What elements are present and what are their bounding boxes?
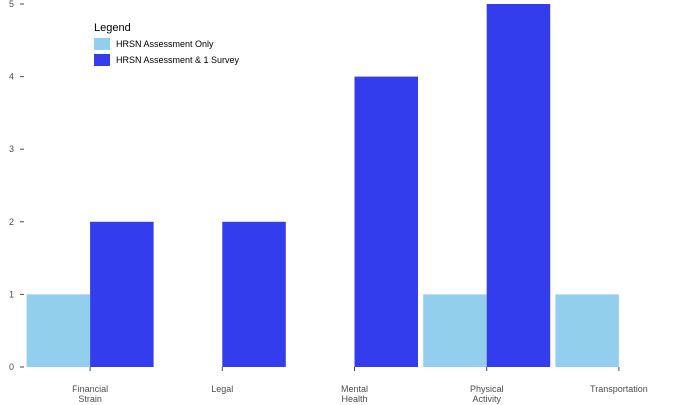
bar-assessment-and-survey	[90, 221, 154, 367]
x-tick-label: Mental Health	[341, 384, 368, 404]
x-tick-label: Physical Activity	[470, 384, 504, 404]
legend-label-assessment-and-survey: HRSN Assessment & 1 Survey	[116, 55, 240, 65]
y-tick-label: 1	[9, 289, 14, 299]
legend-swatch-assessment-and-survey	[94, 54, 110, 66]
legend-swatch-assessment-only	[94, 38, 110, 50]
bar-assessment-and-survey	[222, 221, 286, 367]
y-tick-label: 4	[9, 72, 14, 82]
bar-assessment-and-survey	[486, 4, 551, 367]
y-tick-label: 2	[9, 217, 14, 227]
x-tick-label: Legal	[211, 384, 233, 394]
bar-assessment-only	[26, 294, 91, 367]
legend: Legend HRSN Assessment Only HRSN Assessm…	[94, 22, 240, 66]
y-axis: 0 1 2 3 4 5	[9, 0, 24, 372]
x-tick-label: Transportation	[590, 384, 648, 394]
bar-assessment-only	[423, 294, 487, 367]
x-tick-label: Financial Strain	[72, 384, 108, 404]
x-axis: Financial Strain Legal Mental Health Physical…	[72, 367, 648, 404]
y-tick-label: 5	[9, 0, 14, 9]
bar-assessment-and-survey	[354, 76, 418, 367]
y-tick-label: 3	[9, 144, 14, 154]
legend-label-assessment-only: HRSN Assessment Only	[116, 39, 214, 49]
legend-title: Legend	[94, 22, 131, 34]
y-tick-label: 0	[9, 362, 14, 372]
bars	[26, 4, 619, 367]
bar-assessment-only	[555, 294, 619, 367]
